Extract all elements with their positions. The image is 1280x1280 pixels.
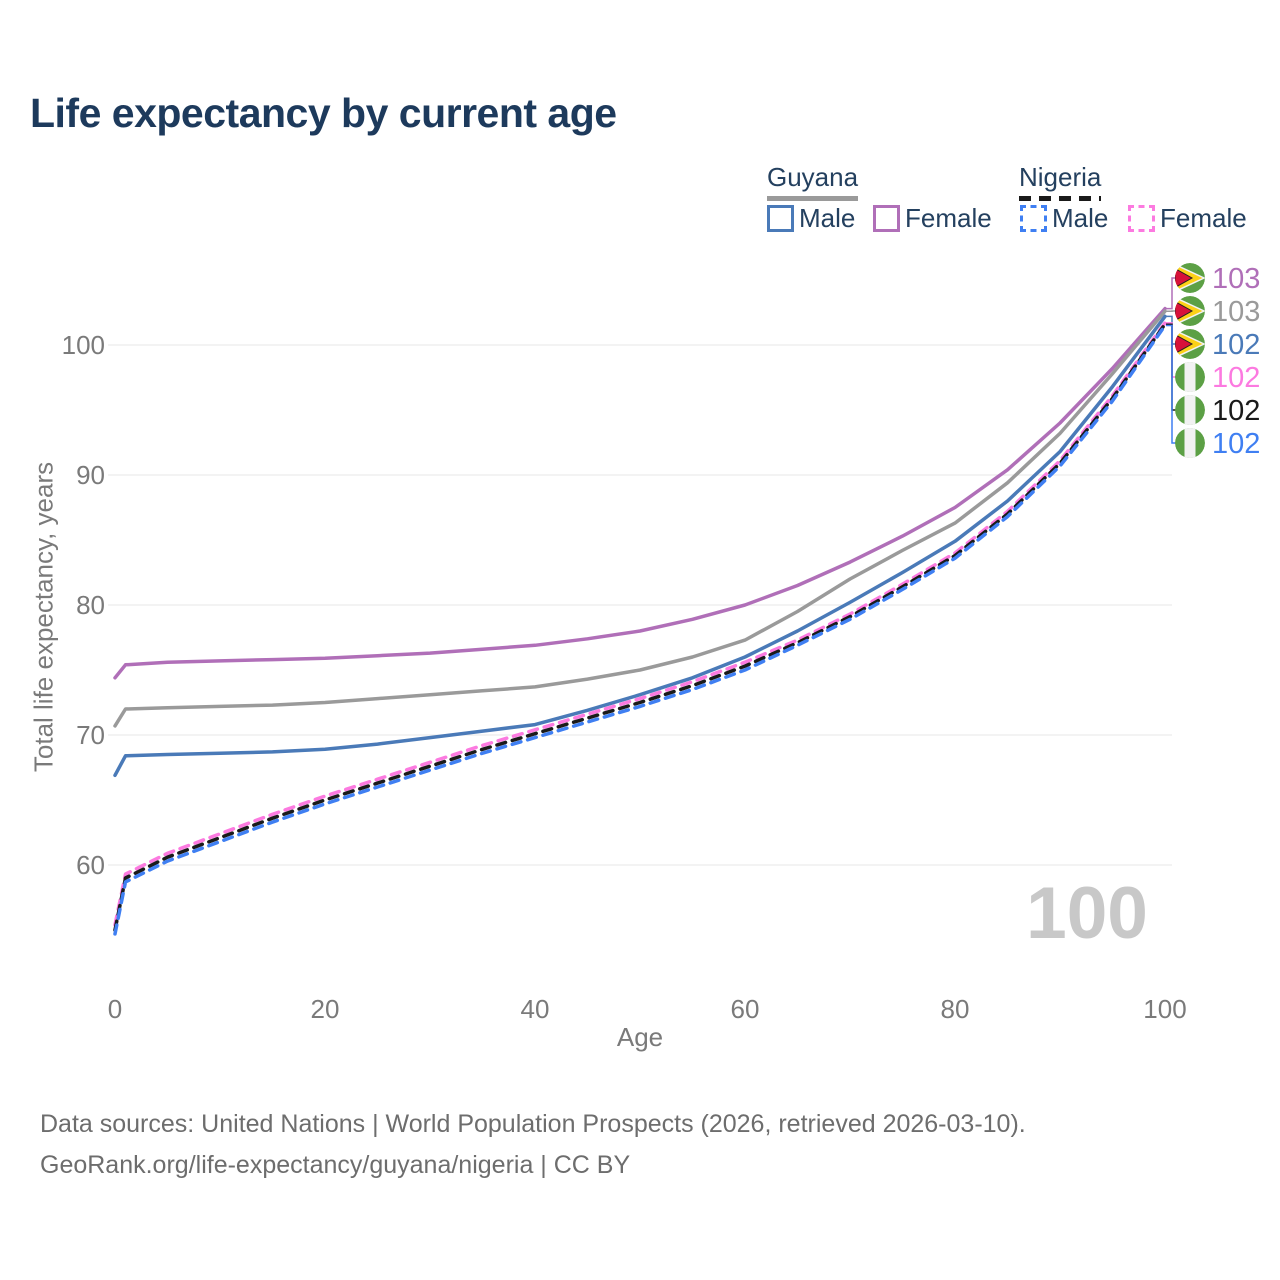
- x-tick-label: 40: [521, 994, 550, 1024]
- end-label-value: 102: [1212, 428, 1260, 460]
- nigeria-female-swatch-icon: [1128, 205, 1155, 232]
- legend-item-nigeria-female[interactable]: Female: [1128, 203, 1247, 234]
- age-watermark: 100: [1026, 873, 1148, 954]
- legend-group-nigeria: Nigeria: [1019, 162, 1102, 201]
- x-axis-title: Age: [616, 1022, 664, 1052]
- y-tick-label: 60: [76, 850, 105, 880]
- end-label-value: 103: [1212, 263, 1260, 295]
- legend-item-guyana-male[interactable]: Male: [767, 203, 855, 234]
- x-tick-label: 80: [941, 994, 970, 1024]
- x-tick-label: 60: [731, 994, 760, 1024]
- end-label-value: 102: [1212, 329, 1260, 361]
- series-line-guyana-male: [113, 314, 1167, 778]
- y-tick-label: 70: [76, 720, 105, 750]
- legend-group-guyana-label: Guyana: [767, 162, 859, 192]
- page-title: Life expectancy by current age: [30, 90, 617, 136]
- nigeria-dashed-line-swatch: [1019, 196, 1102, 201]
- x-tick-label: 100: [1143, 994, 1186, 1024]
- series-line-nigeria: [113, 322, 1167, 932]
- y-tick-label: 80: [76, 590, 105, 620]
- guyana-flag-icon: [1175, 263, 1205, 293]
- legend-group-guyana: Guyana: [767, 162, 859, 201]
- data-sources-line: Data sources: United Nations | World Pop…: [40, 1110, 1026, 1138]
- guyana-flag-icon: [1175, 296, 1205, 326]
- series-line-nigeria-female: [113, 321, 1167, 927]
- nigeria-flag-icon: [1175, 362, 1205, 392]
- x-tick-label: 20: [311, 994, 340, 1024]
- end-label-value: 103: [1212, 296, 1260, 328]
- nigeria-flag-icon: [1175, 395, 1205, 425]
- legend-item-label: Male: [1052, 203, 1109, 233]
- series-line-guyana-female: [113, 306, 1167, 680]
- legend-item-nigeria-male[interactable]: Male: [1020, 203, 1108, 234]
- end-label-value: 102: [1212, 395, 1260, 427]
- x-tick-label: 0: [108, 994, 122, 1024]
- legend-item-guyana-female[interactable]: Female: [873, 203, 992, 234]
- legend-item-label: Female: [905, 203, 992, 233]
- y-tick-label: 100: [62, 330, 105, 360]
- guyana-female-swatch-icon: [873, 205, 900, 232]
- nigeria-flag-icon: [1175, 428, 1205, 458]
- series-line-guyana: [113, 309, 1167, 728]
- series-line-nigeria-male: [113, 323, 1167, 936]
- footer: Data sources: United Nations | World Pop…: [40, 1104, 1026, 1186]
- y-tick-label: 90: [76, 460, 105, 490]
- attribution-line: GeoRank.org/life-expectancy/guyana/niger…: [40, 1151, 631, 1179]
- guyana-flag-icon: [1175, 329, 1205, 359]
- nigeria-male-swatch-icon: [1020, 205, 1047, 232]
- end-label-value: 102: [1212, 362, 1260, 394]
- guyana-male-swatch-icon: [767, 205, 794, 232]
- y-axis-title: Total life expectancy, years: [28, 461, 59, 773]
- legend-item-label: Female: [1160, 203, 1247, 233]
- legend-item-label: Male: [799, 203, 856, 233]
- guyana-solid-line-swatch: [767, 196, 859, 201]
- legend-group-nigeria-label: Nigeria: [1019, 162, 1102, 192]
